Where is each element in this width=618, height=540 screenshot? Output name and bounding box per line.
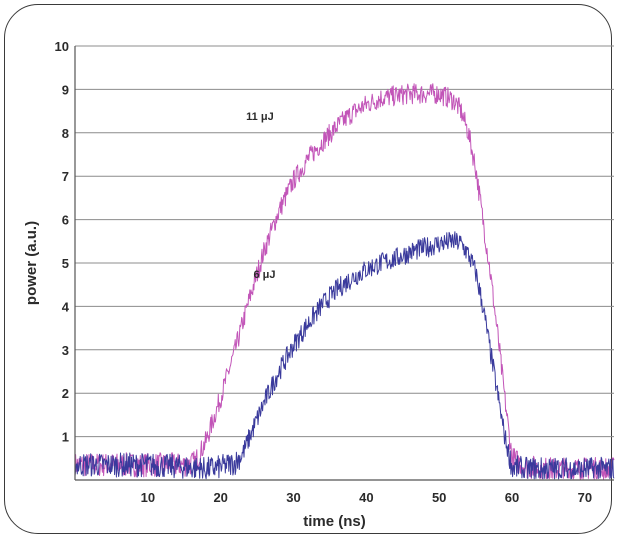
- y-tick-label: 7: [62, 169, 69, 184]
- x-tick-label: 20: [213, 490, 227, 505]
- x-tick-label: 60: [505, 490, 519, 505]
- x-tick-label: 70: [578, 490, 592, 505]
- y-tick-label: 1: [62, 430, 69, 445]
- y-tick-label: 8: [62, 126, 69, 141]
- x-axis-title: time (ns): [303, 513, 366, 530]
- annotation-11uj: 11 μJ: [246, 111, 274, 123]
- y-tick-label: 6: [62, 213, 69, 228]
- annotation-6uj: 6 μJ: [253, 269, 275, 281]
- y-tick-label: 10: [55, 39, 69, 54]
- series-lines: [74, 83, 615, 480]
- series-line-1: [74, 231, 615, 480]
- y-tick-label: 4: [62, 299, 70, 314]
- y-axis-title: power (a.u.): [23, 221, 40, 305]
- y-tick-label: 2: [62, 386, 69, 401]
- y-tick-label: 9: [62, 82, 69, 97]
- x-tick-label: 30: [286, 490, 300, 505]
- x-tick-label: 50: [432, 490, 446, 505]
- y-tick-label: 3: [62, 343, 69, 358]
- grid: [75, 45, 614, 438]
- axes: [74, 46, 614, 481]
- y-tick-label: 5: [62, 256, 69, 271]
- x-tick-label: 40: [359, 490, 373, 505]
- x-tick-label: 10: [141, 490, 155, 505]
- x-tick-labels: 10 20 30 40 50 60 70: [141, 490, 592, 505]
- y-tick-labels: 1 2 3 4 5 6 7 8 9 10: [55, 39, 70, 445]
